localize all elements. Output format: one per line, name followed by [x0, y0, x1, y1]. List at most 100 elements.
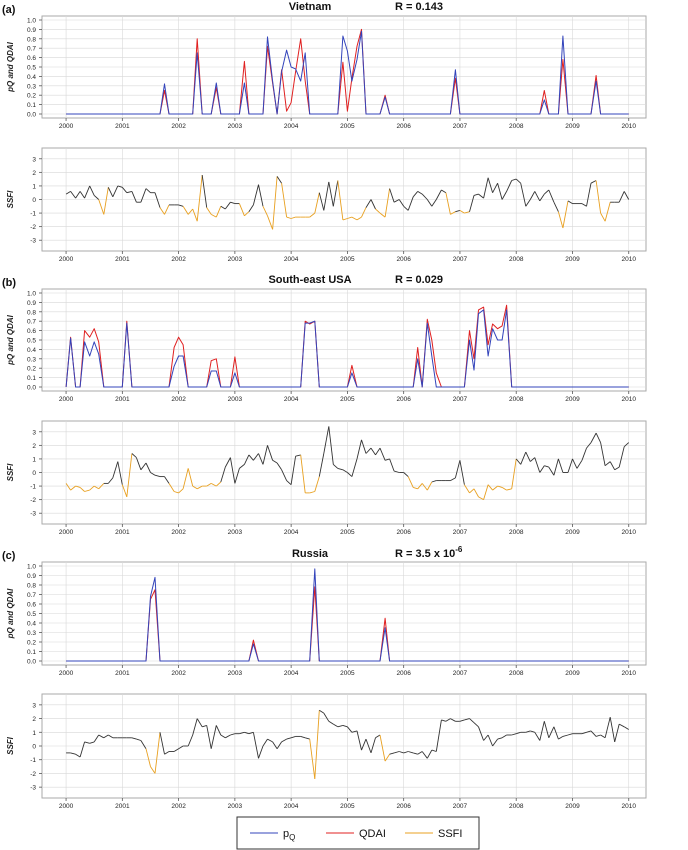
panel-b-ssfi-segment: [318, 453, 325, 477]
panel-a-title: Vietnam: [289, 1, 332, 13]
panel-c-ssfi-segment: [108, 734, 114, 739]
panel-a-top-xtick-label: 2000: [59, 123, 74, 130]
panel-a-ssfi-segment: [370, 199, 376, 210]
panel-c-ssfi-segment: [252, 732, 259, 759]
panel-a-ssfi-segment: [473, 193, 479, 196]
panel-b-ssfi-segment: [506, 488, 512, 491]
panel-c-bottom-xtick-label: 2006: [396, 803, 411, 810]
panel-b-ssfi-segment: [557, 458, 564, 473]
panel-a-ssfi-segment: [553, 202, 559, 212]
panel-b-ssfi-segment: [276, 462, 282, 471]
panel-a-ssfi-segment: [501, 191, 507, 200]
panel-c-ssfi-segment: [244, 731, 250, 735]
panel-a-ssfi-segment: [412, 191, 419, 198]
panel-a-ssfi-segment: [515, 178, 522, 184]
panel-a-ssfi-segment: [441, 189, 447, 194]
panel-c-ssfi-segment: [314, 710, 320, 779]
panel-b-ssfi-segment: [173, 491, 179, 494]
panel-a-bottom-ytick-label: 1: [32, 183, 36, 190]
panel-a-ssfi-segment: [478, 193, 484, 199]
panel-c-ssfi-segment: [511, 733, 517, 736]
panel-c-ssfi-segment: [210, 725, 217, 749]
panel-c-ssfi-segment: [370, 737, 376, 754]
panel-b-top-ytick-label: 0.9: [27, 300, 36, 307]
panel-c-ssfi-segment: [342, 724, 348, 728]
panel-c-ssfi-segment: [333, 723, 339, 728]
panel-a-ssfi-segment: [206, 207, 212, 215]
panel-a-top-ytick-label: 0.9: [27, 27, 36, 34]
panel-b-ssfi-segment: [483, 484, 489, 500]
panel-a-ssfi-segment: [89, 185, 95, 196]
panel-b-bottom-ylabel: SSFI: [6, 463, 15, 482]
panel-b-ssfi-segment: [595, 432, 602, 443]
panel-c-ssfi-segment: [136, 738, 142, 741]
panel-c-ssfi-segment: [173, 748, 179, 752]
panel-c-bottom-xtick-label: 2008: [509, 803, 524, 810]
panel-c-ssfi-segment: [590, 730, 597, 737]
panel-c-bottom-ytick-label: 0: [32, 744, 36, 751]
panel-b-ssfi-segment: [206, 483, 212, 487]
panel-b-stat: R = 0.029: [395, 274, 443, 286]
panel-a-ssfi-segment: [126, 190, 133, 194]
panel-b-ssfi-segment: [450, 477, 456, 481]
panel-b-top-xtick-label: 2002: [171, 396, 186, 403]
panel-c-ssfi-segment: [248, 731, 254, 735]
panel-c-ssfi-segment: [276, 741, 282, 749]
panel-c-ssfi-segment: [492, 738, 498, 747]
panel-b-ssfi-segment: [75, 485, 81, 488]
panel-b-ssfi-segment: [492, 485, 498, 491]
panel-c-ssfi-segment: [586, 730, 592, 733]
panel-a-bottom-ytick-label: -2: [30, 224, 36, 231]
panel-c-ssfi-segment: [459, 719, 465, 722]
panel-a-top-ylabel: pQ and QDAI: [6, 41, 15, 93]
panel-b-ssfi-segment: [384, 458, 390, 461]
panel-b-ssfi-segment: [281, 469, 288, 481]
panel-b-ssfi-segment: [581, 447, 587, 461]
panel-b-bottom-ytick-label: -2: [30, 497, 36, 504]
panel-c-ssfi-segment: [281, 738, 287, 743]
panel-c-ssfi-segment: [595, 734, 601, 737]
panel-a-ssfi-segment: [529, 191, 536, 200]
panel-c-bottom-xtick-label: 2010: [622, 803, 637, 810]
panel-c-ssfi-segment: [154, 732, 161, 774]
panel-c-top-axes: 0.0 0.1 0.2 0.3 0.4 0.5 0.6 0.7 0.8 0.9 1.0 2000 200…: [6, 561, 647, 677]
panel-b-bottom-axes: -3 -2 -1 0 1 2 3 2000 2001 2002 2003 2004 2005 2006 20…: [6, 420, 647, 536]
panel-c-ssfi-segment: [337, 724, 344, 728]
panel-c-ssfi-segment: [600, 734, 606, 739]
panel-a-top-ytick-label: 1.0: [27, 18, 36, 25]
panel-b-ssfi-segment: [224, 457, 231, 468]
panel-b-ssfi-segment: [300, 454, 306, 493]
panel-b-top-xtick-label: 2003: [228, 396, 243, 403]
panel-b-ssfi-segment: [98, 483, 105, 490]
panel-c-bottom-ytick-label: 3: [32, 702, 36, 709]
panel-a-ssfi-segment: [497, 183, 503, 200]
panel-a-ssfi-segment: [75, 191, 81, 199]
panel-b-ssfi-segment: [361, 439, 367, 454]
panel-b-ssfi-segment: [267, 445, 274, 461]
panel-b-ssfi-segment: [520, 451, 527, 465]
panel-b-ssfi-segment: [356, 439, 362, 460]
panel-a-ssfi-segment: [361, 207, 367, 218]
panel-b-ssfi-segment: [567, 458, 573, 473]
panel-b-ssfi-segment: [215, 481, 222, 487]
panel-c-bottom-xtick-label: 2001: [115, 803, 130, 810]
panel-c-top-ytick-label: 0.9: [27, 573, 36, 580]
panel-a-ssfi-segment: [520, 183, 527, 207]
panel-a-ssfi-segment: [431, 199, 437, 207]
panel-c-ssfi-segment: [202, 724, 207, 728]
panel-c-ssfi-segment: [258, 745, 264, 759]
panel-c-series-pq: [66, 568, 629, 662]
panel-a-ssfi-segment: [182, 206, 189, 215]
panel-b-ssfi-segment: [295, 454, 301, 457]
panel-a-stat: R = 0.143: [395, 1, 443, 13]
panel-c-top-ylabel: pQ and QDAI: [6, 588, 15, 640]
panel-c-ssfi-segment: [473, 722, 479, 728]
panel-c-ssfi-segment: [361, 738, 367, 751]
panel-b-bottom-xtick-label: 2009: [565, 529, 580, 536]
panel-b-ssfi-segment: [70, 485, 76, 491]
panel-a-bottom-xtick-label: 2005: [340, 256, 355, 263]
panel-b-ssfi-segment: [164, 476, 170, 484]
panel-c-bottom-ytick-label: -3: [30, 785, 36, 792]
panel-c-ssfi-segment: [567, 733, 573, 736]
panel-b-ssfi-segment: [478, 496, 484, 500]
